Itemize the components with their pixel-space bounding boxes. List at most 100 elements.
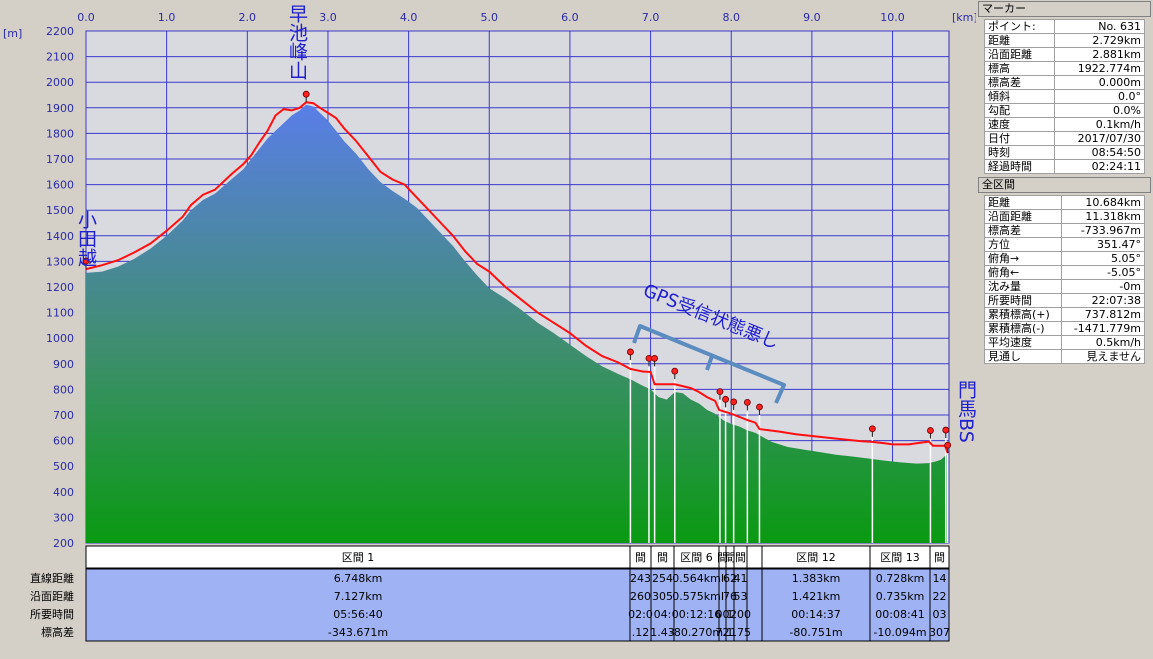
info-value: 5.05° [1061, 251, 1145, 266]
y-tick-label: 1700 [46, 153, 74, 166]
x-tick-label: 7.0 [642, 11, 660, 24]
marker-table: ポイント: No. 631 距離 2.729km 沿面距離 2.881km 標高 1922.7… [984, 19, 1146, 174]
section-value: 1.43 [650, 626, 675, 639]
section-row-label: 所要時間 [30, 608, 74, 621]
section-value: 260 [630, 590, 651, 603]
y-tick-label: 1400 [46, 230, 74, 243]
x-tick-label: 6.0 [561, 11, 579, 24]
section-value: 175 [730, 626, 751, 639]
total-table: 距離 10.684km 沿面距離 11.318km 標高差 -733.967m 方位 351.… [984, 195, 1145, 364]
info-value: 737.812m [1061, 307, 1145, 322]
info-value: No. 631 [1053, 19, 1146, 34]
y-tick-label: 1300 [46, 255, 74, 268]
info-row: 方位 351.47° [984, 237, 1145, 252]
info-key: 標高 [984, 61, 1055, 76]
total-panel-title: 全区間 [978, 177, 1151, 193]
section-value: 00:08:41 [875, 608, 924, 621]
info-key: 沿面距離 [984, 209, 1062, 224]
section-header: 間 [635, 551, 646, 564]
info-row: 平均速度 0.5km/h [984, 335, 1145, 350]
info-value: 0.0° [1053, 89, 1146, 104]
section-value: 76 [723, 590, 737, 603]
section-header: 間 [934, 551, 945, 564]
section-value: 1.421km [792, 590, 841, 603]
info-key: 標高差 [984, 75, 1055, 90]
info-key: 俯角→ [984, 251, 1062, 266]
waypoint-marker [627, 348, 634, 356]
info-value: -1471.779m [1061, 321, 1145, 336]
waypoint-marker [868, 425, 876, 433]
section-header: 区間 6 [680, 551, 713, 564]
info-row: 俯角← -5.05° [984, 265, 1145, 280]
elevation-profile-chart: 0.0 1.0 2.0 3.0 4.0 5.0 6.0 7.0 8.0 9.0 10.0 22002… [3, 4, 976, 642]
section-value: 1 [727, 626, 734, 639]
info-row: 累積標高(+) 737.812m [984, 307, 1145, 322]
info-key: 距離 [984, 33, 1055, 48]
y-tick-label: 400 [53, 486, 74, 499]
section-row-label: 標高差 [41, 625, 74, 639]
info-key: 傾斜 [984, 89, 1055, 104]
info-key: 見通し [984, 349, 1062, 364]
section-value: 7.127km [334, 590, 383, 603]
annotation-kadoma: 門馬BS [955, 380, 976, 443]
y-tick-label: 700 [53, 409, 74, 422]
info-value: 351.47° [1061, 237, 1145, 252]
y-tick-label: 1600 [46, 179, 74, 192]
annotation-hayachine: 早池峰山 [286, 4, 308, 80]
info-value: 0.0% [1053, 103, 1146, 118]
info-row: 累積標高(-) -1471.779m [984, 321, 1145, 336]
y-tick-label: 1200 [46, 281, 74, 294]
x-tick-label: 1.0 [158, 11, 176, 24]
info-key: 標高差 [984, 223, 1062, 238]
section-value: 62 [723, 572, 737, 585]
info-value: 見えません [1061, 349, 1145, 364]
info-key: 距離 [984, 195, 1062, 210]
section-value: 254 [652, 572, 673, 585]
info-key: 経過時間 [984, 159, 1055, 174]
info-key: 所要時間 [984, 293, 1062, 308]
info-key: 勾配 [984, 103, 1055, 118]
waypoint-marker [302, 90, 310, 98]
info-key: 沿面距離 [984, 47, 1055, 62]
info-key: ポイント: [984, 19, 1055, 34]
info-value: 0.5km/h [1061, 335, 1145, 350]
info-value: -5.05° [1061, 265, 1145, 280]
waypoint-marker [671, 367, 679, 375]
section-value: 03 [933, 608, 947, 621]
section-value: I [721, 572, 724, 585]
info-row: ポイント: No. 631 [984, 19, 1146, 34]
section-value: 1 [727, 608, 734, 621]
info-row: 時刻 08:54:50 [984, 145, 1146, 160]
info-key: 速度 [984, 117, 1055, 132]
gps-bracket [632, 324, 786, 404]
info-value: 2.881km [1053, 47, 1146, 62]
info-row: 沈み量 -0m [984, 279, 1145, 294]
section-value: 243 [630, 572, 651, 585]
info-key: 時刻 [984, 145, 1055, 160]
info-value: 2.729km [1053, 33, 1146, 48]
y-tick-label: 300 [53, 511, 74, 524]
waypoint-marker [730, 398, 738, 406]
section-value: 53 [734, 590, 748, 603]
y-tick-label: 2200 [46, 25, 74, 38]
info-value: 10.684km [1061, 195, 1145, 210]
info-value: 0.1km/h [1053, 117, 1146, 132]
section-value: 6.748km [334, 572, 383, 585]
section-header: 区間 1 [342, 551, 375, 564]
y-unit-label: [m] [3, 27, 22, 40]
section-value: 14 [933, 572, 947, 585]
section-table: 区間 1 間間区間 6 間間間区間 12 区間 13 間直線距離沿面距離所要時間標高差6… [30, 545, 950, 642]
waypoint-marker [944, 441, 952, 449]
section-value: -10.094m [873, 626, 926, 639]
section-header: 間 [735, 551, 746, 564]
marker-panel-title: マーカー [978, 1, 1151, 17]
section-value: 00 [716, 608, 730, 621]
section-value: I [721, 590, 724, 603]
waypoint-marker [942, 426, 950, 434]
x-tick-label: 8.0 [722, 11, 740, 24]
section-value: 02:0 [628, 608, 653, 621]
section-value: 0.735km [876, 590, 925, 603]
x-tick-label: 0.0 [77, 11, 95, 24]
section-value: 22 [933, 590, 947, 603]
info-key: 俯角← [984, 265, 1062, 280]
